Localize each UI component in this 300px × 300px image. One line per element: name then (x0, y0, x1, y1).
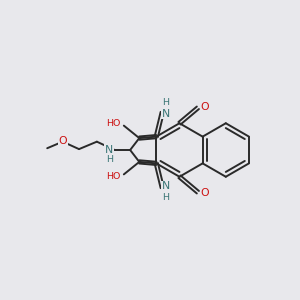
Text: N: N (162, 181, 170, 191)
Text: H: H (162, 193, 169, 202)
Text: H: H (162, 98, 169, 107)
Text: O: O (58, 136, 67, 146)
Text: O: O (200, 188, 209, 198)
Text: N: N (162, 109, 170, 119)
Text: HO: HO (106, 172, 121, 181)
Text: O: O (200, 102, 209, 112)
Text: H: H (106, 155, 113, 164)
Text: N: N (105, 145, 113, 155)
Text: HO: HO (106, 119, 121, 128)
